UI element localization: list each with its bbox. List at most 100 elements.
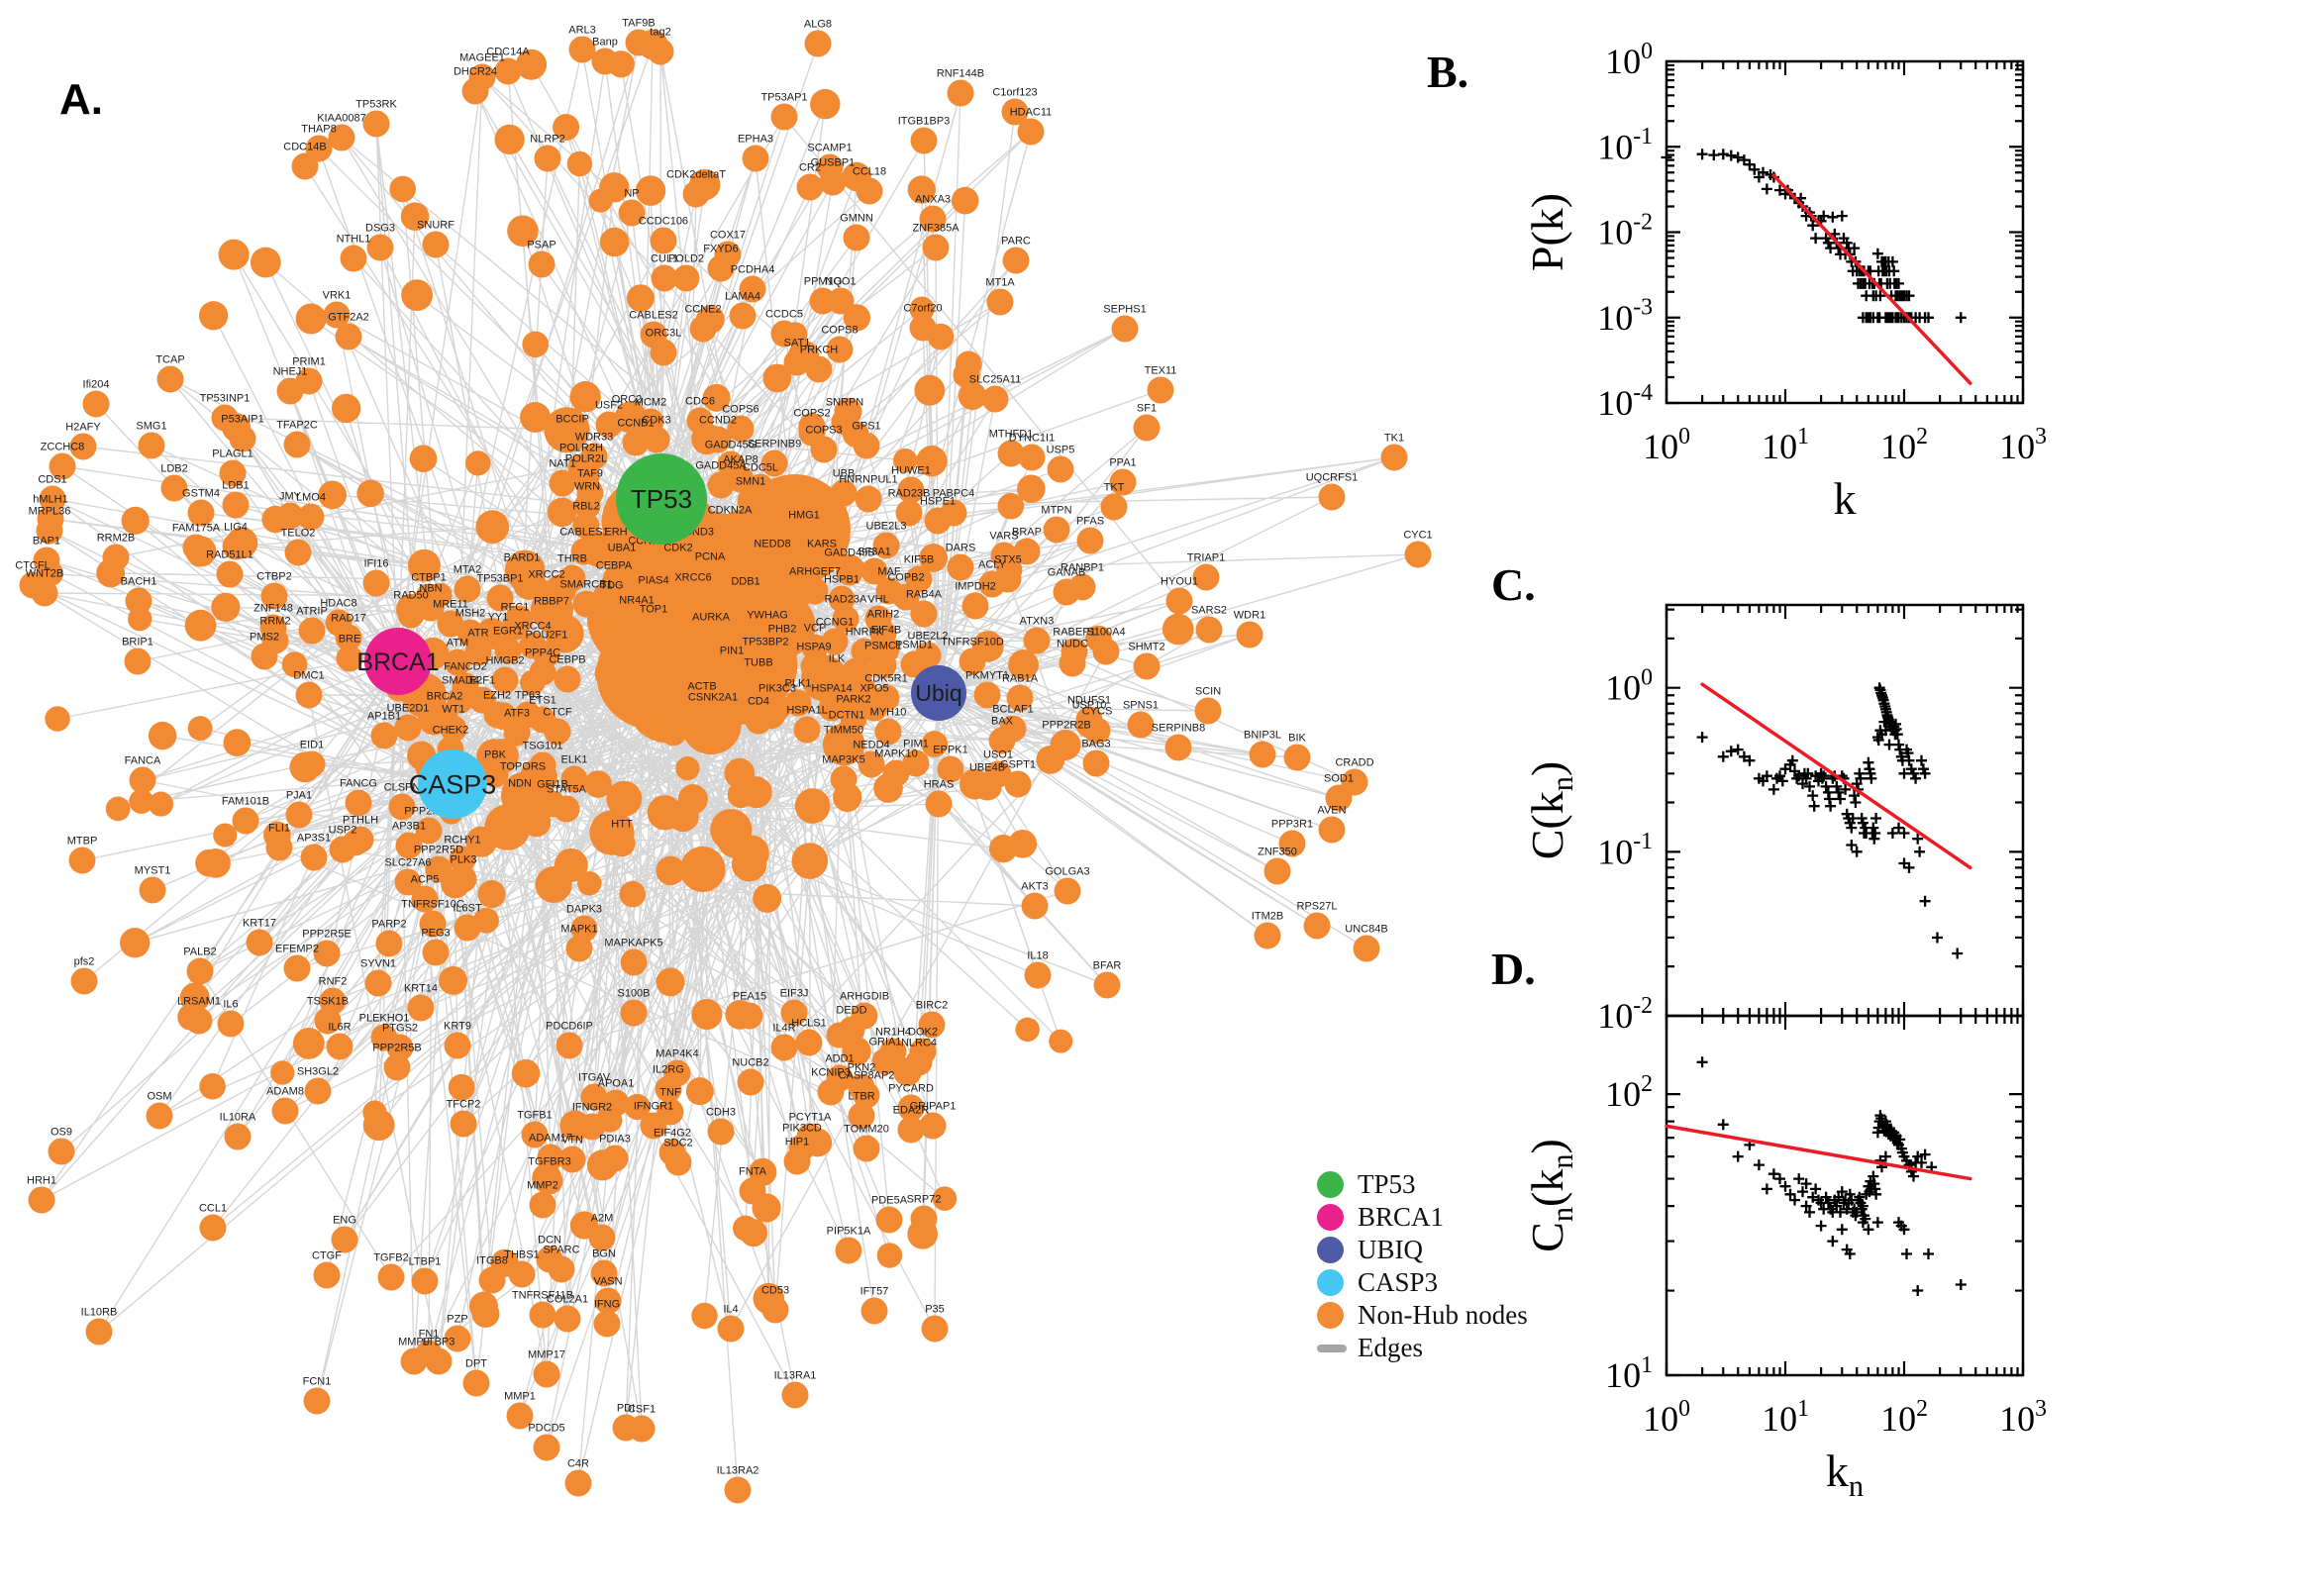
network-node — [871, 1047, 899, 1075]
network-node — [217, 1010, 245, 1038]
network-node — [817, 1078, 845, 1106]
network-node — [218, 239, 250, 270]
y-axis-title-D: Cn​(kn​) — [1522, 1139, 1579, 1252]
edge-swatch-icon — [1317, 1344, 1347, 1352]
network-node-label: DPT — [465, 1358, 487, 1370]
network-node-label: PKN2 — [848, 1062, 876, 1074]
network-node-label: IFNGR2 — [572, 1102, 612, 1114]
network-node — [48, 1138, 75, 1165]
network-node-label: COPS8 — [821, 325, 858, 337]
network-node — [753, 883, 782, 913]
network-node-label: SLC25A11 — [969, 374, 1021, 386]
network-node-label: PDCD6IP — [546, 1021, 593, 1033]
network-node-label: CDC5L — [743, 462, 778, 474]
network-node-label: EID1 — [300, 740, 324, 751]
network-node-label: ITGB1BP3 — [898, 116, 951, 128]
network-node-label: TRIAP1 — [1187, 552, 1226, 564]
network-node — [810, 436, 838, 463]
network-node — [876, 1243, 903, 1268]
network-node — [1076, 527, 1104, 554]
network-node — [394, 868, 422, 896]
network-node — [224, 1123, 252, 1150]
network-node — [647, 38, 674, 65]
network-node-label: PSMC1 — [864, 641, 902, 652]
network-node-label: MTA2 — [454, 564, 482, 576]
network-node — [356, 479, 384, 508]
network-node-label: BRCA2 — [427, 691, 463, 703]
network-node — [1093, 971, 1121, 999]
network-node — [947, 79, 974, 107]
network-node — [961, 592, 989, 620]
network-node-label: E2F1 — [469, 675, 495, 687]
network-node — [389, 175, 416, 203]
network-node — [465, 450, 491, 476]
network-node-label: NR4A1 — [619, 595, 654, 607]
network-node-label: ZNF350 — [1258, 847, 1297, 858]
network-node-label: GADD45G — [705, 440, 758, 451]
network-node-label: ADD1 — [825, 1053, 854, 1065]
network-node — [409, 445, 438, 473]
y-tick-label: 100​ — [1605, 39, 1653, 81]
network-node-label: CCNE2 — [684, 304, 721, 316]
network-node — [549, 469, 576, 497]
network-node-label: JMY — [279, 491, 302, 503]
legend-label: BRCA1 — [1358, 1202, 1445, 1232]
network-node — [922, 234, 950, 261]
network-node-label: TELO2 — [281, 528, 316, 540]
network-node-label: BRIP1 — [122, 637, 153, 648]
network-node — [584, 770, 612, 798]
network-node — [1380, 444, 1408, 471]
network-node-label: USP2 — [329, 825, 357, 837]
x-tick-label: 103​ — [1999, 1396, 2047, 1439]
network-node-label: FNTA — [739, 1166, 767, 1178]
network-node-label: GADD45A — [695, 460, 747, 472]
network-node — [219, 459, 247, 487]
network-node — [211, 404, 239, 432]
network-node-label: PJA1 — [286, 790, 312, 802]
network-node — [599, 227, 630, 257]
network-node — [558, 564, 586, 592]
network-node-label: DAPK3 — [566, 904, 602, 916]
network-node — [716, 516, 744, 544]
network-node-label: PALB2 — [183, 947, 216, 958]
network-node-label: BNIP3L — [1244, 730, 1281, 742]
network-node-label: PIK3CD — [782, 1123, 822, 1135]
network-node — [910, 600, 938, 628]
network-node-label: NAT1 — [549, 458, 575, 470]
network-node — [454, 914, 481, 942]
network-node-label: BRE — [339, 634, 361, 646]
network-node — [558, 425, 586, 452]
network-node — [271, 1097, 299, 1125]
network-node-label: AP3B1 — [392, 821, 426, 833]
network-node — [187, 499, 215, 527]
network-node — [691, 998, 723, 1031]
network-node-label: MMP17 — [528, 1349, 565, 1361]
x-tick-label: 102​ — [1880, 1396, 1928, 1439]
network-node — [664, 1148, 692, 1176]
network-node — [537, 1144, 564, 1171]
network-node — [762, 363, 792, 393]
panel-letter-d: D. — [1491, 944, 1536, 994]
network-node — [606, 780, 643, 817]
network-node-label: IFT57 — [860, 1286, 889, 1298]
network-node — [508, 563, 536, 591]
network-node — [1053, 731, 1080, 758]
network-node — [770, 320, 798, 348]
network-node — [835, 1237, 862, 1264]
network-node-label: UQCRFS1 — [1306, 472, 1359, 484]
network-node-label: KRT17 — [243, 918, 276, 930]
network-node-label: SRP72 — [907, 1194, 942, 1206]
network-node-label: BCCIP — [556, 414, 589, 426]
network-node — [534, 145, 561, 172]
network-node — [503, 719, 531, 747]
network-node — [869, 651, 897, 679]
network-node-label: NEDD4 — [853, 740, 889, 751]
network-node — [529, 1191, 556, 1219]
network-node-label: CDKN2A — [708, 505, 753, 517]
network-node — [872, 532, 900, 559]
network-node-label: CEBPA — [596, 560, 633, 572]
network-node-label: PZP — [447, 1314, 467, 1326]
network-node — [651, 264, 678, 292]
network-node — [1303, 912, 1331, 940]
network-node-label: Banp — [592, 37, 618, 49]
